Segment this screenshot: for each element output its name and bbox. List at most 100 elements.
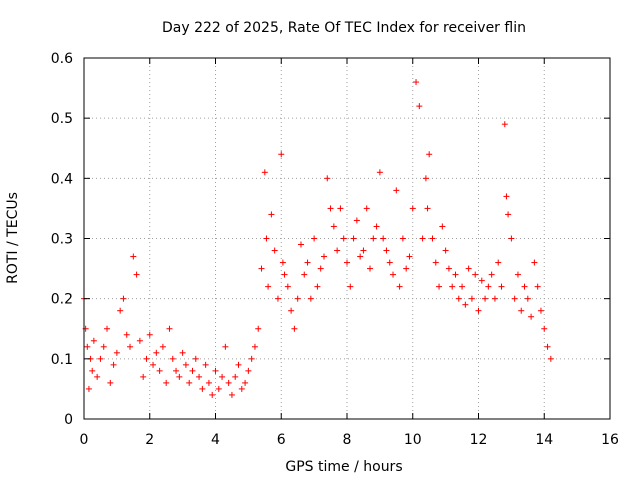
data-point <box>390 271 397 278</box>
data-point <box>541 325 548 332</box>
data-point <box>324 175 331 182</box>
data-point <box>439 223 446 230</box>
data-point <box>279 259 286 266</box>
data-point <box>403 265 410 272</box>
data-point <box>110 361 117 368</box>
data-point <box>130 253 137 260</box>
data-point <box>248 355 255 362</box>
data-point <box>261 169 268 176</box>
data-point <box>245 367 252 374</box>
y-tick-label: 0.1 <box>51 352 73 368</box>
y-tick-label: 0.5 <box>51 111 73 127</box>
data-point <box>85 385 92 392</box>
data-point <box>150 361 157 368</box>
data-point <box>353 217 360 224</box>
data-point <box>462 301 469 308</box>
x-tick-label: 12 <box>470 432 488 448</box>
x-tick-label: 14 <box>535 432 553 448</box>
data-point <box>350 235 357 242</box>
data-point <box>436 283 443 290</box>
data-point <box>475 307 482 314</box>
data-point <box>107 379 114 386</box>
data-point <box>459 283 466 290</box>
data-point <box>97 355 104 362</box>
data-point <box>399 235 406 242</box>
data-point <box>196 373 203 380</box>
data-point <box>238 385 245 392</box>
data-point <box>393 187 400 194</box>
data-point <box>146 331 153 338</box>
data-point <box>136 337 143 344</box>
data-point <box>347 283 354 290</box>
y-tick-label: 0.2 <box>51 292 73 308</box>
data-point <box>89 367 96 374</box>
data-point <box>225 379 232 386</box>
data-point <box>445 265 452 272</box>
data-point <box>518 307 525 314</box>
data-point <box>258 265 265 272</box>
data-point <box>222 343 229 350</box>
data-point <box>199 385 206 392</box>
data-point <box>514 271 521 278</box>
chart-title: Day 222 of 2025, Rate Of TEC Index for r… <box>162 20 526 36</box>
data-point <box>189 367 196 374</box>
data-point <box>281 271 288 278</box>
data-point <box>491 295 498 302</box>
data-point <box>209 391 216 398</box>
data-point <box>192 355 199 362</box>
data-point <box>424 205 431 212</box>
x-tick-label: 16 <box>601 432 619 448</box>
data-point <box>271 247 278 254</box>
data-point <box>113 349 120 356</box>
data-point <box>383 247 390 254</box>
data-point <box>159 343 166 350</box>
data-point <box>357 253 364 260</box>
data-point <box>297 241 304 248</box>
data-point <box>255 325 262 332</box>
data-point <box>176 373 183 380</box>
grid-layer <box>84 58 610 419</box>
data-point <box>485 283 492 290</box>
data-point <box>182 361 189 368</box>
data-point <box>370 235 377 242</box>
data-point <box>84 343 91 350</box>
x-tick-label: 10 <box>404 432 422 448</box>
x-tick-label: 4 <box>211 432 220 448</box>
y-tick-label: 0.4 <box>51 171 73 187</box>
data-point <box>284 283 291 290</box>
data-point <box>488 271 495 278</box>
data-point <box>422 175 429 182</box>
data-point <box>544 343 551 350</box>
ticks-layer: 0 2 4 6 8 10 12 14 16 0 0.1 0.2 0.3 0.4 0.5 0.6 <box>51 51 619 448</box>
data-point <box>472 271 479 278</box>
data-point <box>376 169 383 176</box>
data-point <box>340 235 347 242</box>
data-point <box>120 295 127 302</box>
y-tick-label: 0.6 <box>51 51 73 67</box>
x-tick-label: 0 <box>80 432 89 448</box>
data-point <box>215 385 222 392</box>
data-point <box>202 361 209 368</box>
data-point <box>140 373 147 380</box>
data-point <box>127 343 134 350</box>
data-point <box>301 271 308 278</box>
data-point <box>455 295 462 302</box>
data-point <box>505 211 512 218</box>
data-point <box>205 379 212 386</box>
data-point <box>235 361 242 368</box>
data-point <box>153 349 160 356</box>
data-point <box>94 373 101 380</box>
data-point <box>334 247 341 254</box>
data-point <box>274 295 281 302</box>
data-point <box>442 247 449 254</box>
x-tick-label: 8 <box>343 432 352 448</box>
data-point <box>373 223 380 230</box>
data-point <box>495 259 502 266</box>
data-point <box>242 379 249 386</box>
x-axis-label: GPS time / hours <box>285 459 402 475</box>
x-tick-label: 2 <box>145 432 154 448</box>
data-point <box>531 259 538 266</box>
data-point <box>498 283 505 290</box>
data-point <box>232 373 239 380</box>
